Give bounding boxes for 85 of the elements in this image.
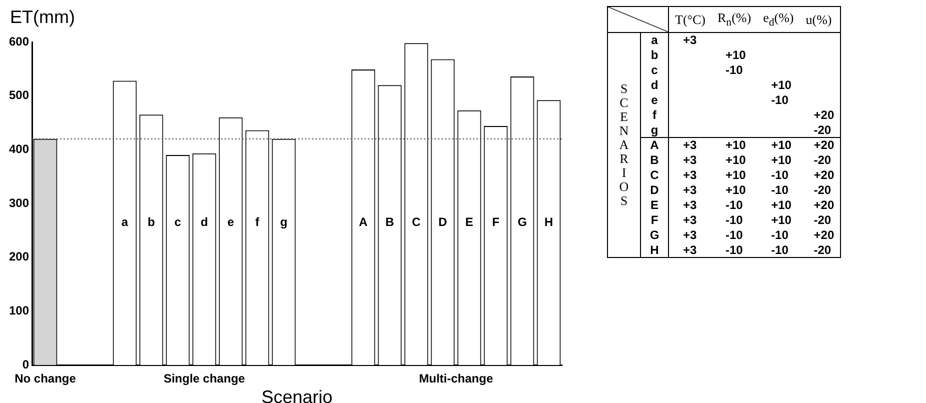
text: -20 <box>814 122 832 137</box>
text: -20 <box>814 213 832 227</box>
text: -10 <box>771 228 788 242</box>
text: Single change <box>164 371 246 386</box>
y-tick-label: 200 <box>8 250 30 264</box>
x-tick-label: F <box>492 215 500 230</box>
category-label: H <box>650 242 659 257</box>
x-tick-label: G <box>518 215 527 230</box>
text: -10 <box>771 183 788 197</box>
text: +3 <box>683 213 697 227</box>
y-tick-label: 600 <box>8 34 30 48</box>
text: +10 <box>771 78 792 92</box>
x-tick-label: e <box>227 215 234 230</box>
y-tick-label: 0 <box>22 357 30 372</box>
category-label: A <box>650 138 659 152</box>
x-tick-label: b <box>148 215 155 230</box>
text: +20 <box>814 168 834 182</box>
text: +3 <box>683 33 697 48</box>
text: +3 <box>683 228 697 242</box>
category-label: G <box>650 228 660 242</box>
category-label: f <box>652 108 656 122</box>
text: +10 <box>771 153 792 167</box>
x-tick-label: A <box>358 215 368 230</box>
text: +10 <box>725 138 746 152</box>
text: +20 <box>814 228 834 242</box>
text: +20 <box>814 138 834 152</box>
text: +3 <box>683 138 697 152</box>
text: +10 <box>725 48 746 62</box>
text: +3 <box>683 153 697 167</box>
category-label: C <box>650 168 659 182</box>
text: +3 <box>683 242 697 257</box>
category-label: D <box>650 183 659 197</box>
category-label: e <box>651 93 658 107</box>
x-tick-label: c <box>174 215 182 230</box>
y-tick-label: 500 <box>8 88 30 102</box>
category-label: u(%) <box>800 6 841 32</box>
category-label: E <box>650 198 658 212</box>
text: +10 <box>771 213 792 227</box>
text: Multi-change <box>419 371 494 386</box>
text: -10 <box>771 168 788 182</box>
x-tick-label: f <box>255 215 260 230</box>
text: +3 <box>683 183 697 197</box>
x-tick-label: D <box>438 215 448 230</box>
category-label: b <box>650 48 658 62</box>
category-label: d <box>650 78 658 92</box>
x-tick-label: d <box>200 215 208 230</box>
category-label: c <box>651 63 658 77</box>
x-tick-label: g <box>280 215 288 230</box>
text: -10 <box>771 242 788 257</box>
category-label: B <box>650 153 659 167</box>
text: -10 <box>725 242 743 257</box>
x-tick-label: C <box>412 215 421 230</box>
text: SCENARIOS <box>619 81 629 208</box>
text: +10 <box>725 183 746 197</box>
category-label: a <box>651 33 658 48</box>
category-label: R$_{n}$(%) <box>711 6 758 32</box>
x-axis-title: Scenario <box>261 386 333 403</box>
y-tick-label: 300 <box>8 196 30 210</box>
text: -10 <box>725 213 743 227</box>
x-tick-label: H <box>544 215 554 230</box>
text: +20 <box>814 108 834 122</box>
text: -10 <box>725 63 743 77</box>
text: -10 <box>771 93 788 107</box>
text: +10 <box>725 168 746 182</box>
text: +20 <box>814 198 834 212</box>
x-tick-label: a <box>121 215 128 230</box>
x-tick-label: E <box>465 215 474 230</box>
text: -20 <box>814 153 832 167</box>
text: No change <box>14 371 76 386</box>
text: +10 <box>771 198 792 212</box>
text: -20 <box>814 242 832 257</box>
text: +3 <box>683 198 697 212</box>
category-label: T(°C) <box>668 6 712 32</box>
category-label: g <box>650 122 658 137</box>
text: +10 <box>725 153 746 167</box>
y-axis-title: ET(mm) <box>10 6 75 27</box>
text: +3 <box>683 168 697 182</box>
text: -10 <box>725 198 743 212</box>
x-tick-label: B <box>385 215 394 230</box>
y-tick-label: 100 <box>8 303 30 318</box>
category-label: e$_{d}$(%) <box>757 6 800 32</box>
y-tick-label: 400 <box>8 142 30 156</box>
text: +10 <box>771 138 792 152</box>
text: -10 <box>725 228 743 242</box>
text: -20 <box>814 183 832 197</box>
